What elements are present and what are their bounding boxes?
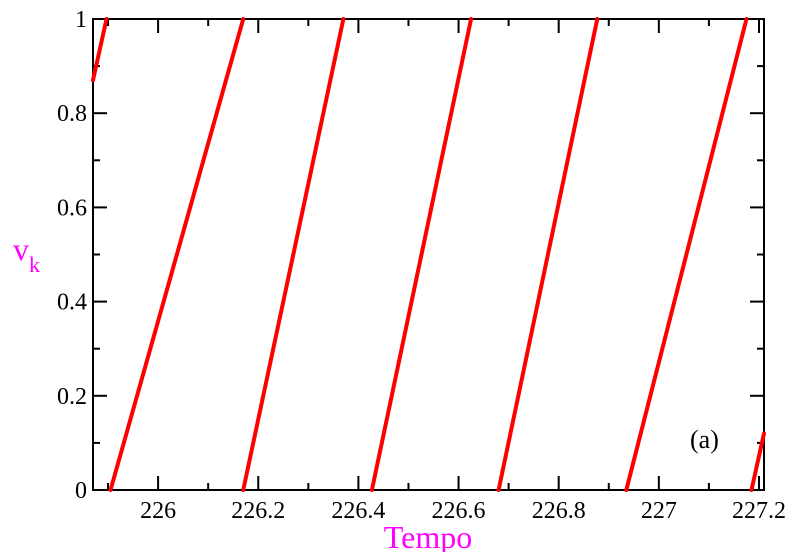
x-tick-label: 226.2 [231,498,285,524]
y-axis-title: vk [13,231,40,277]
series-line-segment [624,17,749,492]
series-line-segment [241,17,346,492]
x-tick-label: 227 [641,498,677,524]
y-tick-label: 0.6 [57,195,87,221]
y-axis-title-main: v [13,231,29,267]
y-tick-label: 1 [75,7,87,33]
y-tick-label: 0.2 [57,384,87,410]
series-line-segment [91,17,109,83]
y-axis-title-sub: k [29,252,40,277]
data-series [91,17,766,492]
series-line-segment [749,431,766,492]
series-line-segment [496,17,600,492]
x-tick-label: 226.4 [331,498,385,524]
plot-frame [92,18,765,491]
y-tick-label: 0.4 [57,290,87,316]
y-tick-label: 0.8 [57,101,87,127]
x-axis-title: Tempo [384,519,472,552]
series-line-segment [369,17,474,492]
x-tick-label: 226 [140,498,176,524]
x-tick-label: 227.2 [732,498,786,524]
y-tick-label: 0 [75,478,87,504]
series-line-segment [108,17,246,492]
x-tick-labels: 226 226.2 226.4 226.6 226.8 227 227.2 [140,498,786,524]
axis-ticks [93,18,764,491]
annotation-label: (a) [690,425,719,454]
x-tick-label: 226.8 [532,498,586,524]
x-tick-label: 226.6 [432,498,486,524]
y-tick-labels: 0 0.2 0.4 0.6 0.8 1 [57,7,87,504]
